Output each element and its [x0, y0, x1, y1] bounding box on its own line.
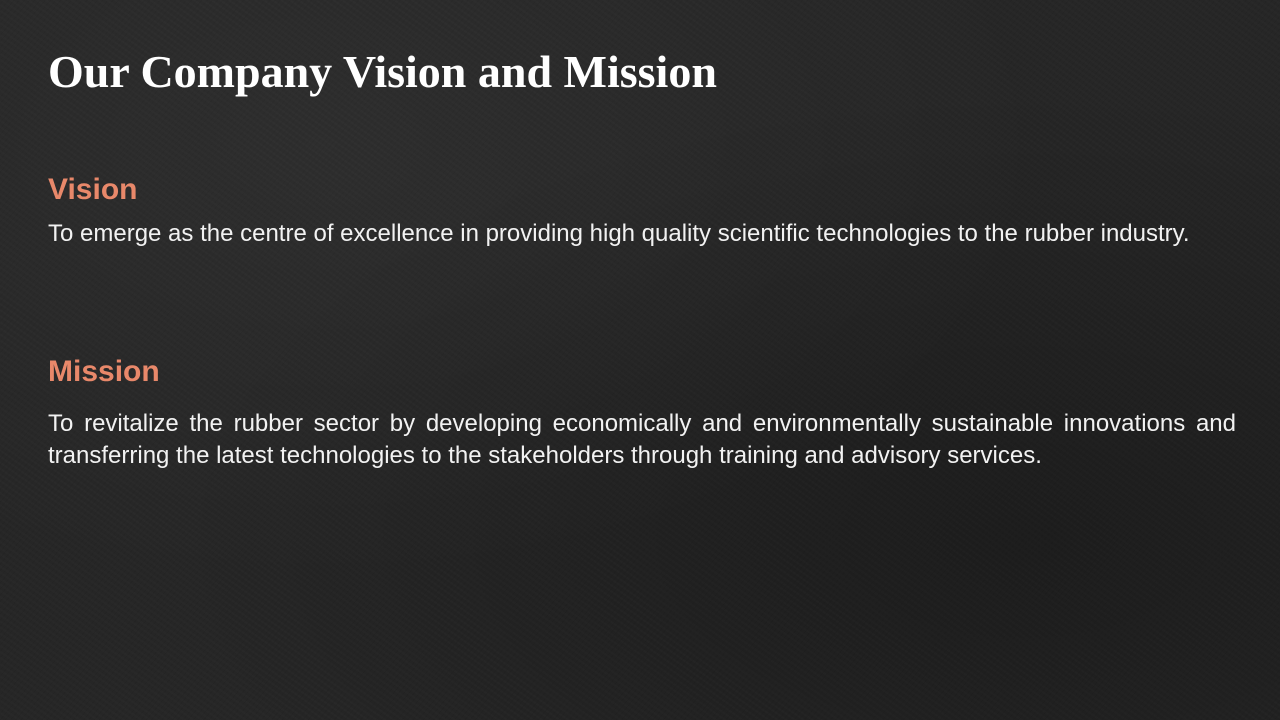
- mission-body: To revitalize the rubber sector by devel…: [48, 410, 1236, 469]
- vision-heading: Vision: [48, 173, 138, 206]
- slide-title: Our Company Vision and Mission: [48, 46, 717, 97]
- mission-heading: Mission: [48, 355, 160, 388]
- vision-body: To emerge as the centre of excellence in…: [48, 220, 1190, 247]
